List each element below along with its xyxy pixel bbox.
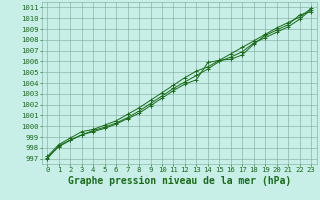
X-axis label: Graphe pression niveau de la mer (hPa): Graphe pression niveau de la mer (hPa) — [68, 176, 291, 186]
